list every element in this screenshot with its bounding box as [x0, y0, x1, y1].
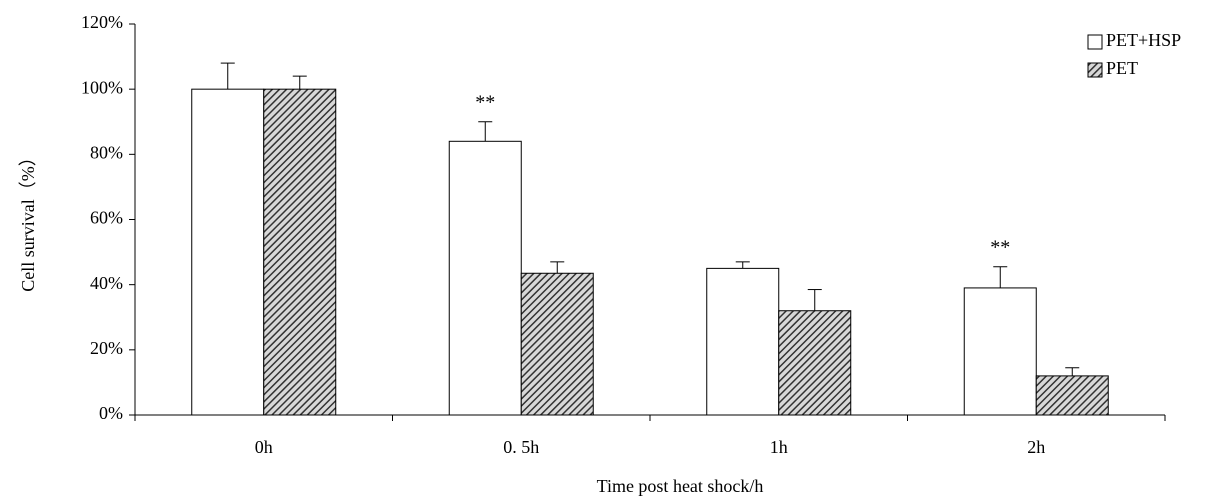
bar — [963, 287, 1037, 416]
legend-label: PET — [1106, 58, 1138, 78]
legend-swatch — [1087, 34, 1103, 50]
bar — [520, 272, 594, 416]
bar — [778, 310, 852, 416]
y-tick-label: 0% — [99, 403, 123, 423]
y-tick-label: 40% — [90, 273, 123, 293]
bar — [263, 88, 337, 416]
y-tick-label: 80% — [90, 142, 123, 162]
bar — [191, 88, 265, 416]
y-tick-label: 100% — [81, 77, 123, 97]
bar — [706, 267, 780, 416]
y-tick-label: 20% — [90, 338, 123, 358]
x-tick-label: 0h — [255, 437, 273, 457]
bar — [448, 140, 522, 416]
legend-swatch — [1087, 62, 1103, 78]
legend-label: PET+HSP — [1106, 30, 1181, 50]
x-tick-label: 0. 5h — [503, 437, 539, 457]
annotation: ** — [475, 91, 495, 113]
x-tick-label: 1h — [770, 437, 788, 457]
annotation: ** — [990, 236, 1010, 258]
y-tick-label: 60% — [90, 208, 123, 228]
bar — [1035, 375, 1109, 416]
x-tick-label: 2h — [1027, 437, 1045, 457]
x-axis-title: Time post heat shock/h — [597, 476, 764, 496]
y-tick-label: 120% — [81, 12, 123, 32]
y-axis-title: Cell survival（%） — [18, 148, 38, 291]
